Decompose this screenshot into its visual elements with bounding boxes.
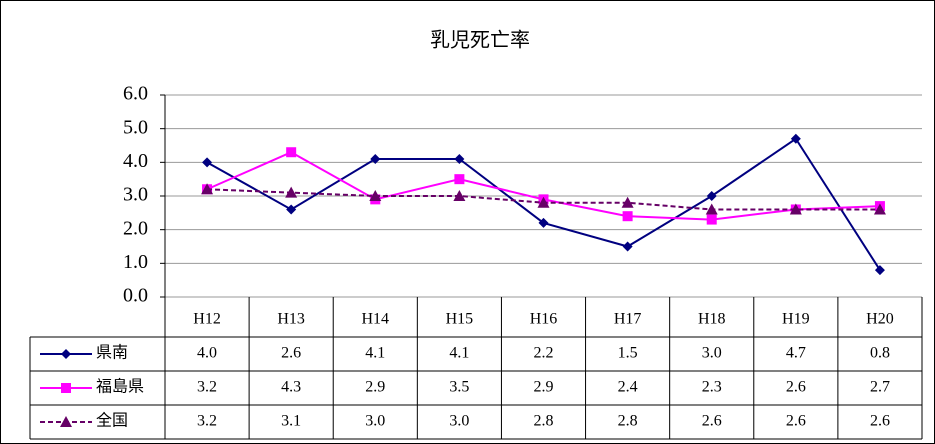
- legend-label: 県南: [96, 344, 128, 362]
- point: [201, 183, 214, 195]
- chart-title: 乳児死亡率: [430, 29, 530, 52]
- point: [874, 265, 885, 276]
- table-cell: 2.8: [618, 413, 638, 430]
- point: [454, 153, 465, 164]
- table-cell: 2.4: [618, 379, 638, 396]
- legend-marker: [61, 349, 71, 359]
- x-tick-label: H16: [530, 311, 558, 328]
- table-cell: 4.7: [786, 345, 806, 362]
- y-tick-label: 1.0: [123, 251, 148, 273]
- table-cell: 3.0: [702, 345, 722, 362]
- legend-marker: [60, 416, 72, 427]
- table-cell: 2.9: [365, 379, 385, 396]
- x-tick-label: H14: [361, 311, 389, 328]
- table-cell: 2.8: [534, 413, 554, 430]
- x-tick-label: H19: [782, 311, 810, 328]
- legend-label: 全国: [96, 412, 128, 430]
- point: [369, 190, 382, 201]
- point: [537, 196, 550, 208]
- table-cell: 3.0: [365, 413, 385, 430]
- table-cell: 3.0: [449, 413, 469, 430]
- point: [202, 157, 213, 168]
- table-cell: 3.1: [281, 413, 301, 430]
- y-tick-label: 0.0: [123, 285, 148, 307]
- x-tick-label: H20: [866, 311, 894, 328]
- point: [706, 214, 717, 225]
- table-cell: 3.2: [197, 413, 217, 430]
- point: [789, 203, 802, 215]
- table-cell: 2.3: [702, 379, 722, 396]
- table-cell: 4.1: [365, 345, 385, 362]
- table-cell: 4.1: [449, 345, 469, 362]
- table-cell: 4.0: [197, 345, 217, 362]
- point: [873, 203, 886, 215]
- point: [370, 153, 381, 164]
- table-cell: 2.6: [702, 413, 722, 430]
- point: [286, 204, 297, 215]
- point: [621, 196, 634, 208]
- point: [453, 190, 466, 201]
- y-tick-label: 3.0: [123, 184, 148, 206]
- table-cell: 1.5: [618, 345, 638, 362]
- x-tick-label: H13: [277, 311, 305, 328]
- table-cell: 2.9: [534, 379, 554, 396]
- point: [454, 174, 465, 185]
- table-cell: 2.6: [281, 345, 301, 362]
- x-tick-label: H18: [698, 311, 726, 328]
- x-tick-label: H17: [614, 311, 642, 328]
- table-cell: 3.2: [197, 379, 217, 396]
- point: [286, 147, 297, 158]
- point: [538, 217, 549, 228]
- y-tick-label: 4.0: [123, 150, 148, 172]
- y-tick-label: 5.0: [123, 116, 148, 138]
- table-cell: 2.6: [870, 413, 890, 430]
- point: [706, 191, 717, 201]
- table-cell: 2.6: [786, 379, 806, 396]
- x-tick-label: H15: [446, 311, 474, 328]
- y-tick-label: 6.0: [123, 83, 148, 105]
- point: [790, 133, 801, 144]
- point: [622, 211, 633, 222]
- x-tick-label: H12: [193, 311, 221, 328]
- table-cell: 2.7: [870, 379, 890, 396]
- point: [705, 203, 718, 215]
- point: [285, 186, 298, 198]
- legend-marker: [61, 383, 71, 393]
- point: [622, 241, 633, 252]
- legend-label: 福島県: [96, 378, 144, 396]
- y-tick-label: 2.0: [123, 217, 148, 239]
- table-cell: 2.6: [786, 413, 806, 430]
- table-cell: 4.3: [281, 379, 301, 396]
- table-cell: 3.5: [449, 379, 469, 396]
- table-cell: 0.8: [870, 345, 890, 362]
- table-cell: 2.2: [534, 345, 554, 362]
